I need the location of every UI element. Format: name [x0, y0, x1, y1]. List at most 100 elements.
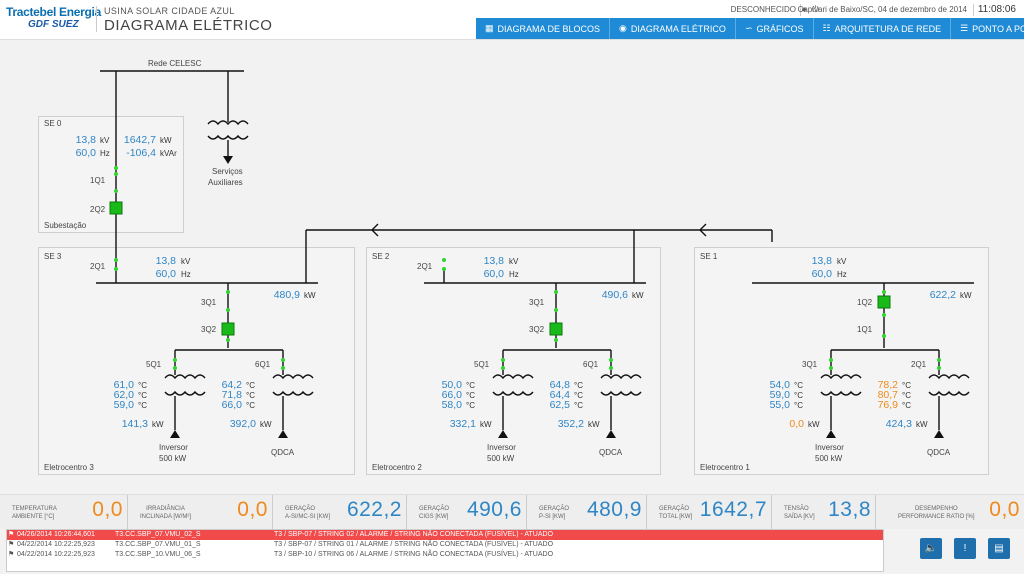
- se2-breaker-5q1[interactable]: 5Q1: [474, 360, 490, 369]
- nav-diagrama-eletrico[interactable]: ◉ DIAGRAMA ELÉTRICO: [610, 18, 736, 39]
- alarm-tag: T3.CC.SBP_07.VMU_01_S: [115, 541, 201, 548]
- power-icon[interactable]: ⏻: [811, 4, 819, 14]
- mute-button[interactable]: 🔈: [920, 538, 942, 559]
- unit-c: °C: [574, 391, 583, 400]
- unit-kv: kV: [837, 257, 847, 266]
- se1-inv-kw: 0,0: [789, 418, 804, 430]
- se1-breaker-3q1[interactable]: 3Q1: [802, 360, 818, 369]
- metric-label: GERAÇÃO CIGS [kW]: [419, 506, 450, 520]
- se1-breaker-1q2[interactable]: 1Q2: [857, 298, 873, 307]
- alarm-row[interactable]: ⚑ 04/22/2014 10:22:25,923 T3.CC.SBP_07.V…: [7, 540, 883, 550]
- unit-kw: kW: [480, 420, 492, 429]
- metric-gen-asi: GERAÇÃO a-Si/µc-Si [kW] 622,2: [273, 495, 407, 530]
- se2-kw: 490,6: [601, 289, 628, 301]
- metric-value: 622,2: [346, 498, 402, 521]
- unit-c: °C: [902, 391, 911, 400]
- se2-qdca-label: QDCA: [599, 448, 623, 457]
- network-icon: ☷: [822, 23, 831, 33]
- metric-label: GERAÇÃO TOTAL [kW]: [659, 506, 693, 520]
- unit-c: °C: [574, 381, 583, 390]
- se2-breaker-6q1[interactable]: 6Q1: [583, 360, 599, 369]
- alarm-desc: T3 / SBP-07 / STRING 02 / ALARME / STRIN…: [274, 531, 554, 538]
- unit-kw: kW: [152, 420, 164, 429]
- unit-c: °C: [466, 401, 475, 410]
- speaker-mute-icon: 🔈: [924, 543, 938, 554]
- unit-c: °C: [466, 381, 475, 390]
- unit-kw: kW: [916, 420, 928, 429]
- se2-inverter-rating: 500 kW: [487, 454, 515, 463]
- se2-inv-temp-1: 50,0: [441, 379, 462, 391]
- alarm-row[interactable]: ⚑ 04/26/2014 10:26:44,601 T3.CC.SBP_07.V…: [7, 530, 883, 540]
- logo: Tractebel Energia: [6, 5, 101, 19]
- location-date: Capivari de Baixo/SC, 04 de dezembro de …: [797, 5, 967, 14]
- unit-c: °C: [794, 401, 803, 410]
- alarm-time: 04/26/2014 10:26:44,601: [17, 531, 95, 538]
- report-button[interactable]: ▤: [988, 538, 1010, 559]
- se0-box: [38, 116, 184, 233]
- nav-arquitetura-rede[interactable]: ☷ ARQUITETURA DE REDE: [814, 18, 952, 39]
- se3-breaker-5q1[interactable]: 5Q1: [146, 360, 162, 369]
- se2-qdca-kw: 352,2: [557, 418, 584, 430]
- user-icon[interactable]: ●: [801, 4, 807, 14]
- metric-gen-psi: GERAÇÃO p-Si [kW] 480,9: [527, 495, 647, 530]
- se2-breaker-in[interactable]: 2Q1: [417, 262, 433, 271]
- se1-inv-temp-3: 55,0: [769, 399, 790, 411]
- se3-breaker-in[interactable]: 2Q1: [90, 262, 106, 271]
- unit-kw: kW: [632, 291, 644, 300]
- se1-inverter-rating: 500 kW: [815, 454, 843, 463]
- se2-qdca-temp-1: 64,8: [549, 379, 570, 391]
- metric-voltage: TENSÃO SAÍDA [kV] 13,8: [772, 495, 876, 530]
- se0-breaker-1q1[interactable]: 1Q1: [90, 176, 106, 185]
- document-icon: ▤: [994, 543, 1004, 554]
- se0-breaker-2q2[interactable]: 2Q2: [90, 205, 106, 214]
- nav-ponto-a-ponto[interactable]: ☰PONTO A PONTO: [960, 23, 1024, 34]
- alarm-tag: T3.CC.SBP_10.VMU_06_S: [115, 551, 201, 558]
- se3-inv-temp-1: 61,0: [113, 379, 134, 391]
- alarm-actions: 🔈 ! ▤: [920, 538, 1010, 559]
- unit-kw: kW: [160, 136, 172, 145]
- se2-breaker-3q2[interactable]: 3Q2: [529, 325, 545, 334]
- alarm-button[interactable]: !: [954, 538, 976, 559]
- unit-c: °C: [902, 401, 911, 410]
- se3-inverter-rating: 500 kW: [159, 454, 187, 463]
- unit-c: °C: [138, 401, 147, 410]
- status-icons: ● ⏻: [801, 4, 819, 15]
- connection-status: DESCONHECIDO: [730, 5, 796, 14]
- nav-graficos[interactable]: ∽ GRÁFICOS: [736, 18, 814, 39]
- se3-breaker-3q1[interactable]: 3Q1: [201, 298, 217, 307]
- se2-breaker-3q1[interactable]: 3Q1: [529, 298, 545, 307]
- metric-label: GERAÇÃO p-Si [kW]: [539, 506, 570, 520]
- se1-inv-temp-1: 54,0: [769, 379, 790, 391]
- eye-icon: ◉: [619, 23, 627, 33]
- aux-label-2: Auxiliares: [208, 178, 243, 187]
- se2-qdca-temp-2: 64,4: [549, 389, 570, 401]
- se3-qdca-temp-1: 64,2: [221, 379, 242, 391]
- metric-label: DESEMPENHO PERFORMANCE RATIO [%]: [898, 506, 975, 520]
- unit-hz: Hz: [509, 270, 519, 279]
- se3-breaker-3q2[interactable]: 3Q2: [201, 325, 217, 334]
- alarm-icon: ⚑: [8, 551, 15, 558]
- unit-hz: Hz: [100, 149, 110, 158]
- se3-breaker-6q1[interactable]: 6Q1: [255, 360, 271, 369]
- se0-kv: 13,8: [75, 134, 96, 146]
- divider: [973, 4, 974, 16]
- se1-kv: 13,8: [811, 255, 832, 267]
- se1-breaker-1q1[interactable]: 1Q1: [857, 325, 873, 334]
- unit-c: °C: [794, 391, 803, 400]
- alarm-tag: T3.CC.SBP_07.VMU_02_S: [115, 531, 201, 538]
- se0-footer: Subestação: [44, 221, 87, 230]
- se2-name: SE 2: [372, 252, 390, 261]
- blocks-icon: ▦: [485, 23, 494, 33]
- metric-value: 0,0: [92, 498, 123, 521]
- metric-label: TENSÃO SAÍDA [kV]: [784, 506, 815, 520]
- se2-inv-temp-3: 58,0: [441, 399, 462, 411]
- alarm-row[interactable]: ⚑ 04/22/2014 10:22:25,923 T3.CC.SBP_10.V…: [7, 550, 883, 560]
- se2-footer: Eletrocentro 2: [372, 463, 422, 472]
- se1-breaker-2q1[interactable]: 2Q1: [911, 360, 927, 369]
- alarm-time: 04/22/2014 10:22:25,923: [17, 541, 95, 548]
- se3-inv-temp-3: 59,0: [113, 399, 134, 411]
- metric-gen-total: GERAÇÃO TOTAL [kW] 1642,7: [647, 495, 772, 530]
- nav-diagrama-blocos[interactable]: ▦ DIAGRAMA DE BLOCOS: [476, 18, 611, 39]
- exclamation-icon: !: [963, 543, 967, 554]
- se3-footer: Eletrocentro 3: [44, 463, 94, 472]
